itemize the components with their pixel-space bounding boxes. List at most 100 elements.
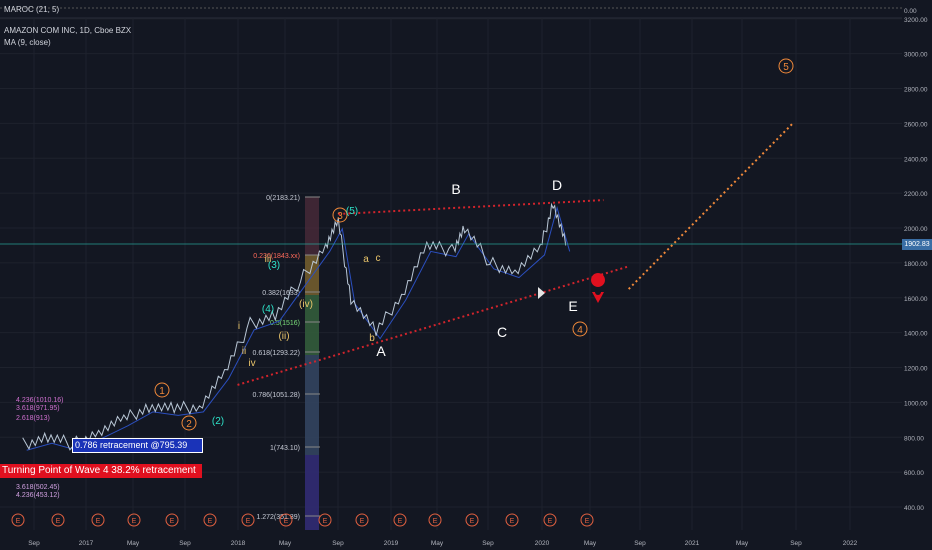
ma-title: MA (9, close) [4, 38, 51, 47]
time-tick-label: Sep [332, 540, 344, 547]
wave-label: C [497, 324, 507, 340]
wave-label: B [451, 181, 460, 197]
earnings-marker [51, 513, 65, 527]
earnings-marker [91, 513, 105, 527]
earnings-marker-label: E [510, 518, 515, 525]
wave-circle [181, 415, 197, 431]
wave-labels: ABCDE12345(3)(4)(5)(2)(ii)(iv)abciiiivii… [154, 58, 794, 431]
ma-line [26, 205, 571, 451]
price-tick-label: 1400.00 [904, 331, 928, 338]
time-tick-label: 2020 [535, 540, 550, 547]
location-pin-icon [591, 273, 606, 303]
time-tick-label: 2022 [843, 540, 858, 547]
sub-wave-label: (4) [262, 304, 274, 315]
axis-ticks: 0.003200.003000.002800.002600.002400.002… [28, 8, 928, 547]
earnings-marker-label: E [585, 518, 590, 525]
price-tick-label: 2400.00 [904, 156, 928, 163]
sub-wave-label: (2) [212, 416, 224, 427]
sub-wave-label: (3) [268, 260, 280, 271]
fib-level-label: 0.786(1051.28) [253, 392, 300, 399]
earnings-marker [428, 513, 442, 527]
earnings-marker-label: E [96, 518, 101, 525]
wave-label: D [552, 177, 562, 193]
earnings-marker-label: E [56, 518, 61, 525]
earnings-marker [580, 513, 594, 527]
price-tick-label: 400.00 [904, 505, 924, 512]
sub-wave-label: iii [265, 254, 272, 265]
time-tick-label: 2018 [231, 540, 246, 547]
triangle-lower-line [237, 265, 629, 386]
wave-label: E [568, 298, 577, 314]
time-tick-label: May [431, 540, 444, 547]
sub-wave-label: c [376, 253, 381, 264]
earnings-marker-label: E [398, 518, 403, 525]
price-tick-label: 600.00 [904, 470, 924, 477]
sub-wave-label: (ii) [278, 331, 289, 342]
time-tick-label: 2021 [685, 540, 700, 547]
time-tick-label: Sep [790, 540, 802, 547]
time-tick-label: 2019 [384, 540, 399, 547]
indicator-title: MAROC (21, 5) [4, 5, 60, 14]
earnings-marker [543, 513, 557, 527]
earnings-marker [355, 513, 369, 527]
fib-level-label: 0.236(1843.xx) [253, 253, 300, 260]
fib-extension-label: 3.618(502.45) [16, 484, 60, 491]
price-tick-label: 0.00 [904, 8, 917, 15]
wave-circle-label: 5 [783, 62, 789, 73]
sub-wave-label: (iv) [299, 299, 313, 310]
price-tick-label: 1000.00 [904, 400, 928, 407]
earnings-marker [505, 513, 519, 527]
play-icon [538, 287, 545, 299]
earnings-marker [393, 513, 407, 527]
triangle-upper-line [338, 199, 604, 216]
time-tick-label: May [736, 540, 749, 547]
time-tick-label: May [127, 540, 140, 547]
fib-level-label: 1(743.10) [270, 445, 300, 452]
earnings-marker [11, 513, 25, 527]
earnings-marker-label: E [360, 518, 365, 525]
earnings-marker [127, 513, 141, 527]
time-tick-label: Sep [28, 540, 40, 547]
time-tick-label: 2017 [79, 540, 94, 547]
price-tick-label: 2200.00 [904, 191, 928, 198]
sub-wave-label: (5) [346, 206, 358, 217]
triangle-lines [237, 199, 629, 386]
earnings-marker-label: E [548, 518, 553, 525]
wave-circle [332, 207, 348, 223]
earnings-marker-label: E [170, 518, 175, 525]
price-tick-label: 3000.00 [904, 52, 928, 59]
fib-level-label: 0.382(1633) [262, 290, 300, 297]
earnings-marker-label: E [132, 518, 137, 525]
sub-wave-label: b [369, 333, 375, 344]
earnings-marker-label: E [470, 518, 475, 525]
fib-extension-label: 2.618(913) [16, 415, 50, 422]
price-tick-label: 800.00 [904, 435, 924, 442]
projection-arrow [627, 122, 794, 290]
earnings-marker [241, 513, 255, 527]
fib-extension-label: 4.236(1010.16) [16, 397, 63, 404]
retracement-box: 0.786 retracement @795.39 [72, 438, 203, 453]
wave-circle-label: 3 [337, 211, 343, 222]
time-tick-label: Sep [179, 540, 191, 547]
earnings-marker-label: E [284, 518, 289, 525]
symbol-title: AMAZON COM INC, 1D, Cboe BZX [4, 26, 132, 35]
fib-level-label: 0.618(1293.22) [253, 350, 300, 357]
price-tick-label: 1200.00 [904, 366, 928, 373]
time-tick-label: May [279, 540, 292, 547]
wave-circle [778, 58, 794, 74]
price-tick-label: 2600.00 [904, 121, 928, 128]
fib-lines: 0(2183.21) 0.236(1843.xx) 0.382(1633) 0.5(1… [16, 195, 320, 521]
earnings-marker [465, 513, 479, 527]
earnings-marker [203, 513, 217, 527]
time-tick-label: Sep [482, 540, 494, 547]
price-tick-label: 3200.00 [904, 17, 928, 24]
wave-circle-label: 2 [186, 419, 192, 430]
earnings-marker-label: E [16, 518, 21, 525]
wave-label: A [376, 343, 386, 359]
price-tick-label: 2800.00 [904, 87, 928, 94]
time-tick-label: Sep [634, 540, 646, 547]
earnings-marker [279, 513, 293, 527]
wave-circle-label: 1 [159, 386, 165, 397]
earnings-marker-label: E [323, 518, 328, 525]
